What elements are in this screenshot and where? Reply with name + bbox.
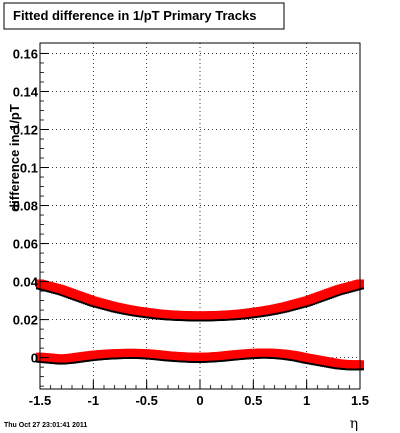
x-tick-label: -1.5	[29, 393, 51, 408]
y-tick-label: 0.04	[13, 275, 39, 290]
data-series	[36, 279, 364, 371]
chart-title: Fitted difference in 1/pT Primary Tracks	[13, 8, 256, 23]
x-tick-label: -0.5	[135, 393, 157, 408]
y-tick-label: 0.14	[13, 84, 39, 99]
y-tick-label: 0	[31, 351, 38, 366]
y-tick-label: 0.06	[13, 237, 38, 252]
x-tick-label: -1	[88, 393, 100, 408]
axes: -1.5 -1 -0.5 0 0.5 1 1.5 0 0.02 0.04 0.06 0.08 0.1 0.…	[13, 46, 369, 408]
y-tick-label: 0.12	[13, 123, 38, 138]
y-tick-label: 0.08	[13, 199, 38, 214]
x-axis-title: η	[350, 416, 358, 432]
timestamp: Thu Oct 27 23:01:41 2011	[4, 422, 87, 429]
title-box	[3, 2, 285, 30]
series-2	[36, 348, 364, 371]
x-tick-label: 1	[303, 393, 310, 408]
x-tick-label: 0.5	[244, 393, 262, 408]
y-tick-label: 0.1	[20, 161, 38, 176]
x-tick-label: 1.5	[351, 393, 369, 408]
y-axis-title: difference in 1/pT	[7, 104, 22, 212]
x-tick-label: 0	[196, 393, 203, 408]
y-tick-label: 0.02	[13, 313, 38, 328]
y-tick-label: 0.16	[13, 46, 38, 61]
